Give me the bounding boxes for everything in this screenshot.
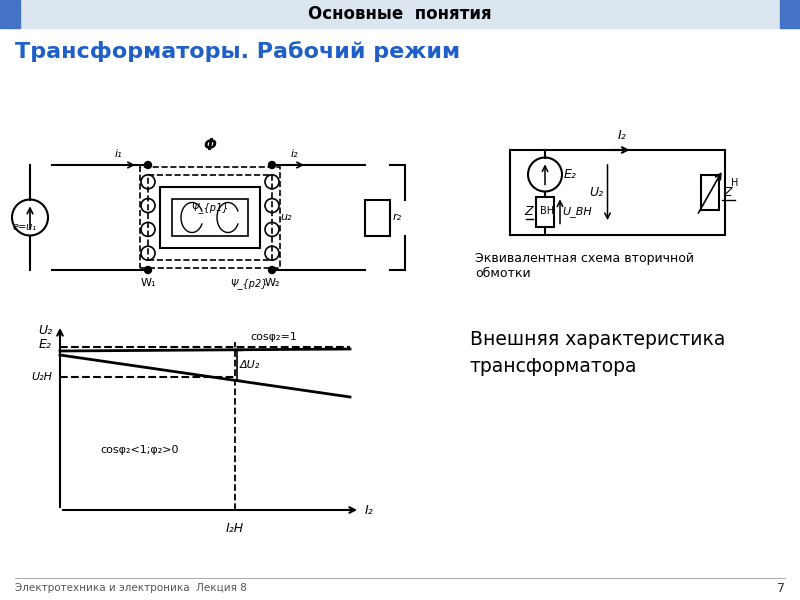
Text: r₂: r₂ [393,212,402,223]
Text: U₂Н: U₂Н [31,372,52,382]
Text: Φ: Φ [203,138,217,153]
Bar [536,196,554,226]
Text: Z: Z [524,205,533,218]
Text: Эквивалентная схема вторичной
обмотки: Эквивалентная схема вторичной обмотки [475,252,694,280]
Circle shape [269,266,275,274]
Text: Н: Н [731,179,738,188]
Bar [780,0,800,28]
Bar [140,167,280,268]
Bar [0,0,800,28]
Text: cosφ₂=1: cosφ₂=1 [250,332,297,343]
Bar [701,175,719,209]
Bar [148,175,272,260]
Text: ВН: ВН [540,206,554,217]
Text: cosφ₂<1;φ₂>0: cosφ₂<1;φ₂>0 [101,445,179,455]
Circle shape [269,161,275,169]
Text: W₁: W₁ [140,278,156,288]
Text: Ψ_{p1}: Ψ_{p1} [191,202,229,213]
Circle shape [145,161,151,169]
Bar [0,0,20,28]
Text: i₁: i₁ [114,149,122,159]
Bar [160,187,260,248]
Text: U₂: U₂ [590,186,603,199]
Text: I₂: I₂ [365,503,374,517]
Text: W₂: W₂ [264,278,280,288]
Text: I₂Н: I₂Н [226,522,244,535]
Bar [172,199,248,236]
Text: Ψ_{p2}: Ψ_{p2} [230,278,267,289]
Bar [365,199,390,235]
Text: Электротехника и электроника  Лекция 8: Электротехника и электроника Лекция 8 [15,583,247,593]
Text: Трансформаторы. Рабочий режим: Трансформаторы. Рабочий режим [15,41,460,62]
Text: Основные  понятия: Основные понятия [308,5,492,23]
Text: I₂: I₂ [618,129,627,142]
Text: 7: 7 [777,581,785,595]
Text: i₂: i₂ [290,149,298,159]
Text: Внешняя характеристика
трансформатора: Внешняя характеристика трансформатора [470,330,726,376]
Circle shape [145,266,151,274]
Text: U₂: U₂ [38,323,52,337]
Text: Z: Z [723,186,732,199]
Text: E₂: E₂ [564,168,577,181]
Text: u₂: u₂ [280,212,291,223]
Text: ΔU₂: ΔU₂ [240,360,260,370]
Text: e=u₁: e=u₁ [13,223,37,232]
Text: U_ВН: U_ВН [562,206,592,217]
Text: E₂: E₂ [39,338,52,352]
